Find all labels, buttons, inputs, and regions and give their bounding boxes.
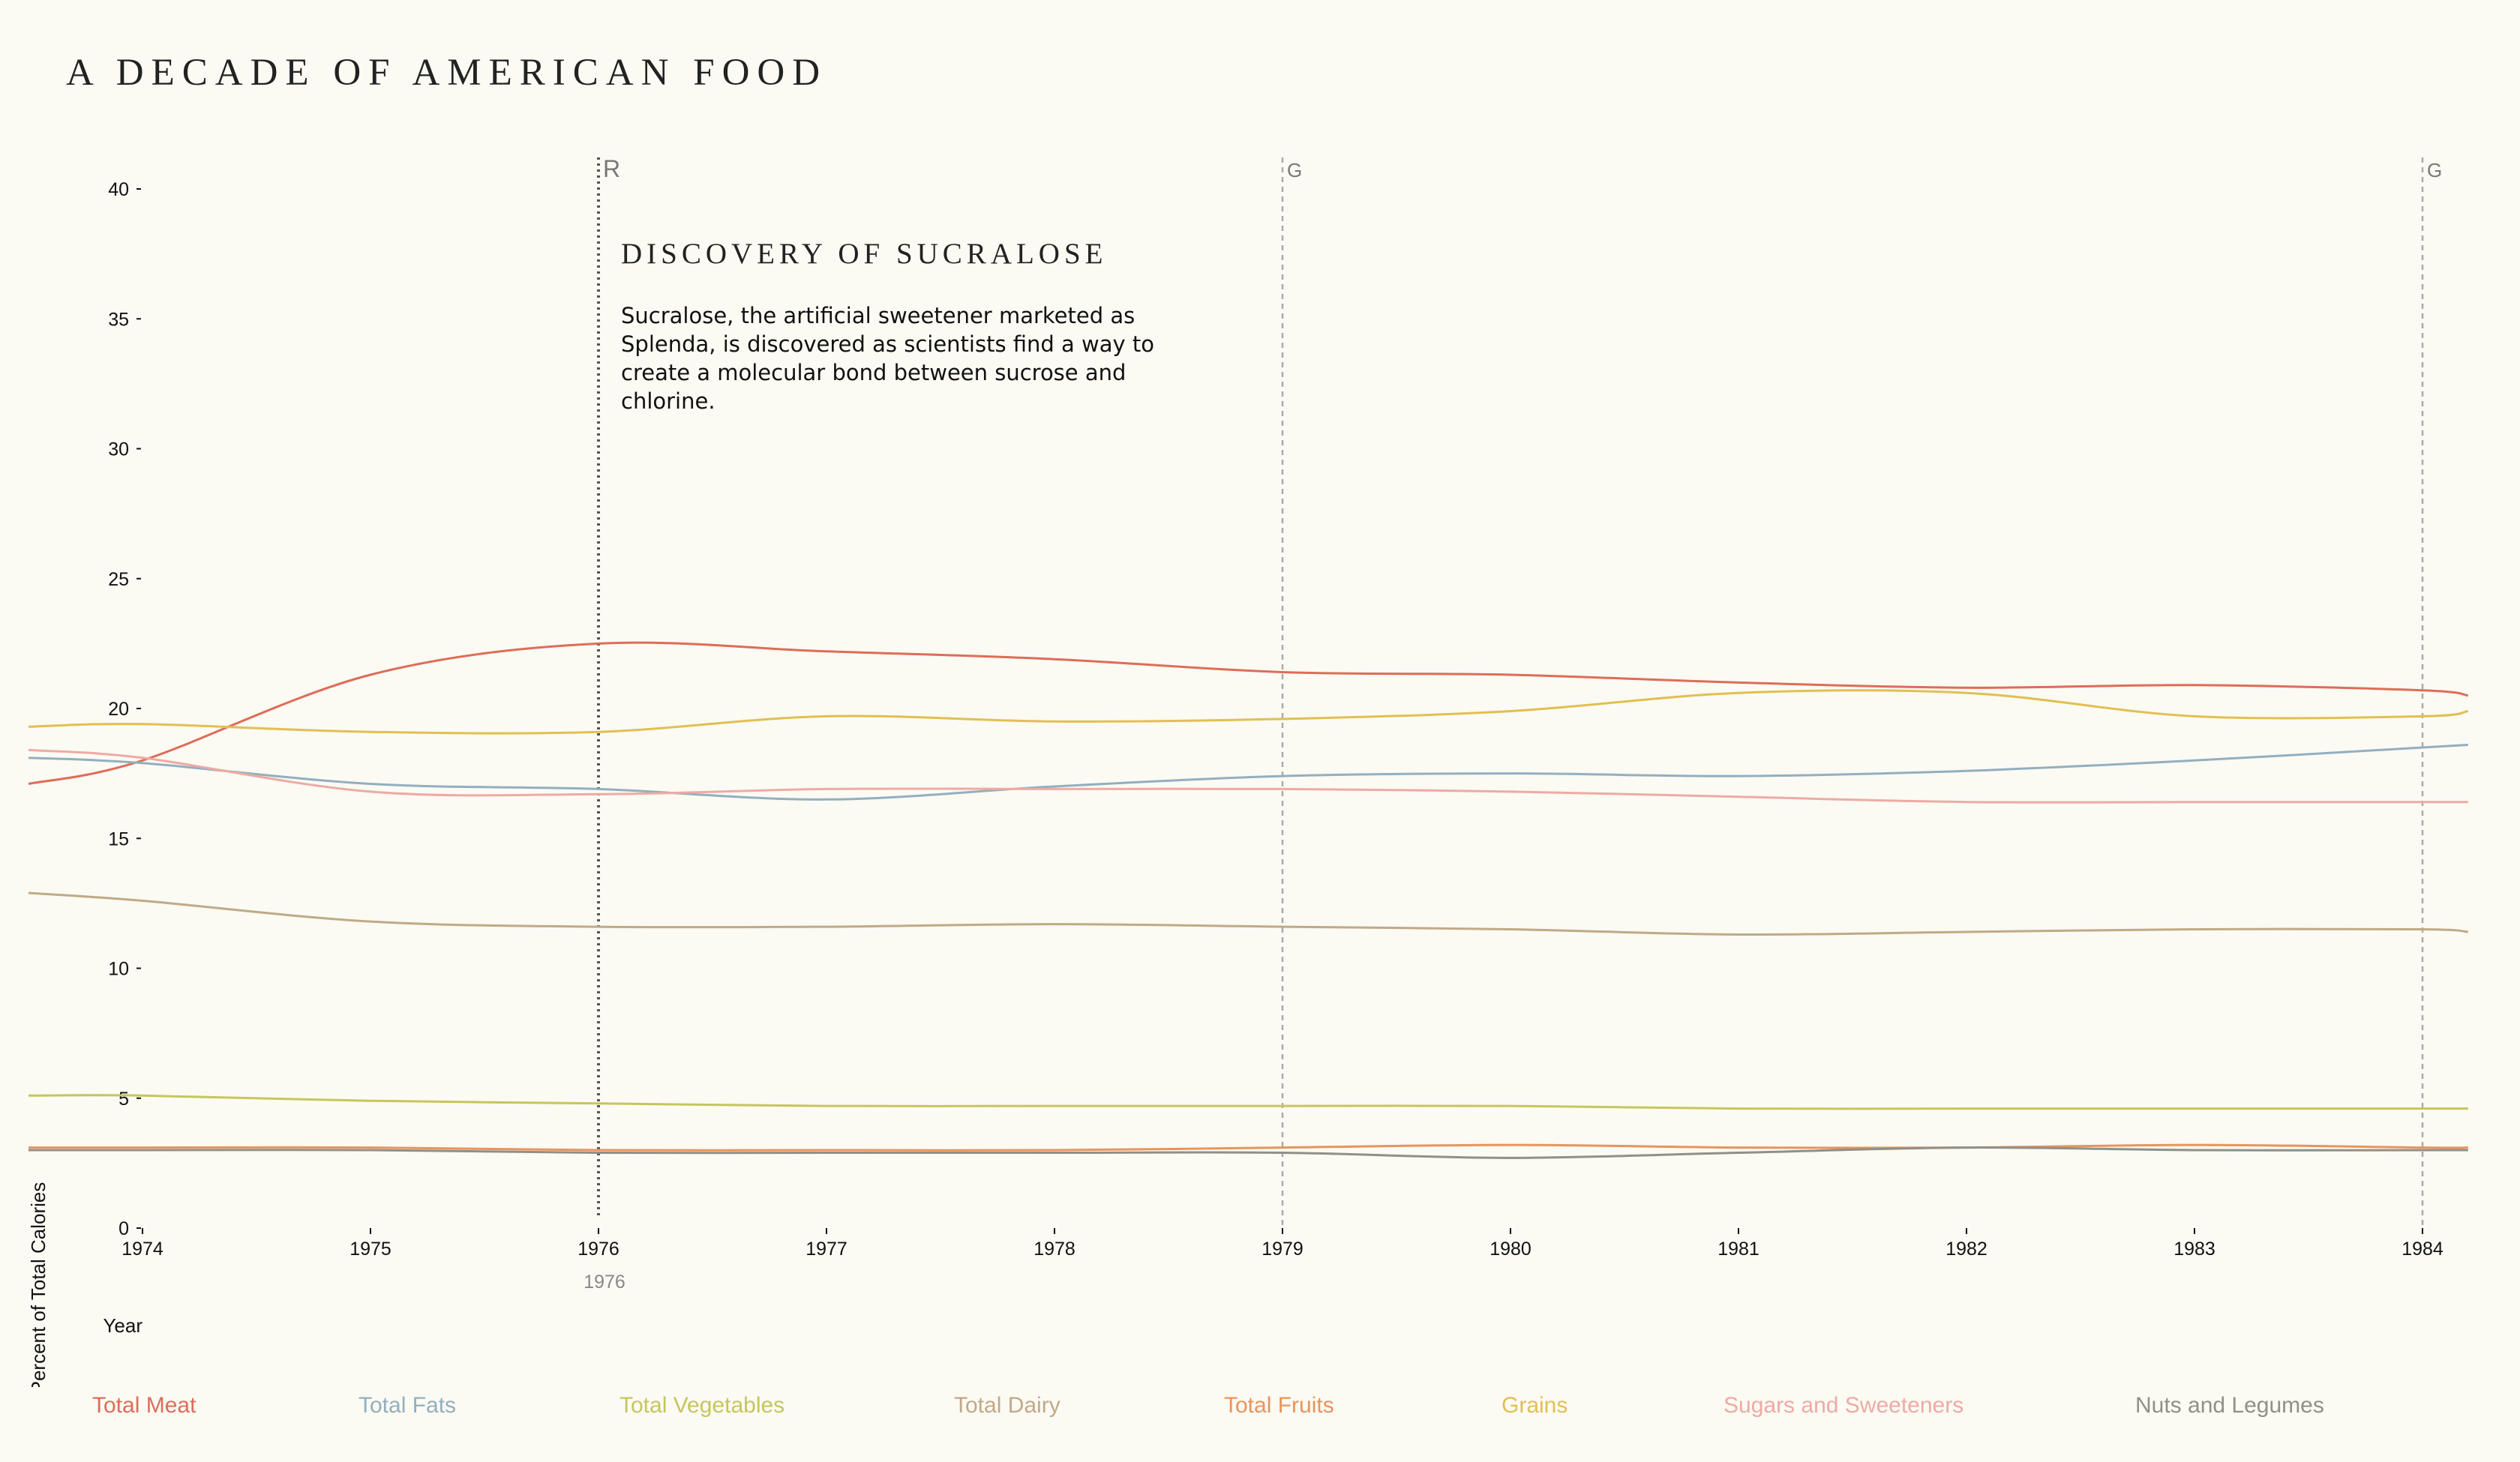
x-tick-label: 1977	[806, 1239, 848, 1260]
x-tick-label: 1974	[122, 1239, 164, 1260]
legend-item-nuts-and-legumes[interactable]: Nuts and Legumes	[2135, 1393, 2324, 1418]
legend-item-total-fruits[interactable]: Total Fruits	[1224, 1393, 1334, 1418]
series-line-total-fats[interactable]	[28, 744, 2468, 801]
legend-item-total-vegetables[interactable]: Total Vegetables	[620, 1393, 785, 1418]
y-tick-label: 35	[108, 309, 129, 330]
x-tick-label: 1975	[350, 1239, 392, 1260]
series-line-sugars-and-sweeteners[interactable]	[28, 748, 2468, 804]
series-line-total-fruits[interactable]	[28, 1143, 2468, 1152]
x-tick-label: 1982	[1946, 1239, 1988, 1260]
legend-item-total-fats[interactable]: Total Fats	[358, 1393, 457, 1418]
event-year-label: 1976	[584, 1272, 626, 1293]
x-tick-label: 1978	[1034, 1239, 1076, 1260]
legend: Total Meat Total Fats Total Vegetables T…	[0, 1393, 2520, 1423]
y-tick-label: 40	[108, 179, 129, 200]
event-marker-label: R	[603, 155, 620, 182]
y-tick-label: 0	[118, 1218, 129, 1239]
y-tick-label: 15	[108, 828, 129, 849]
event-marker-label: G	[1287, 159, 1302, 181]
x-tick-label: 1983	[2174, 1239, 2216, 1260]
x-tick-label: 1981	[1718, 1239, 1760, 1260]
series-line-total-dairy[interactable]	[28, 891, 2468, 936]
x-tick-label: 1976	[578, 1239, 620, 1260]
page-title: A DECADE OF AMERICAN FOOD	[66, 52, 828, 94]
event-description: Sucralose, the artificial sweetener mark…	[621, 303, 1155, 414]
legend-item-total-dairy[interactable]: Total Dairy	[954, 1393, 1060, 1418]
x-axis-title: Year	[103, 1314, 142, 1337]
legend-item-grains[interactable]: Grains	[1502, 1393, 1568, 1418]
y-tick-label: 5	[118, 1089, 129, 1110]
series-line-total-meat[interactable]	[28, 641, 2469, 785]
x-tick-label: 1984	[2402, 1239, 2444, 1260]
y-tick-label: 20	[108, 699, 129, 720]
y-axis-title: Percent of Total Calories	[27, 1182, 50, 1387]
y-tick-label: 25	[108, 569, 129, 590]
x-tick-label: 1979	[1262, 1239, 1304, 1260]
legend-item-sugars-and-sweeteners[interactable]: Sugars and Sweeteners	[1724, 1393, 1964, 1418]
y-tick-label: 30	[108, 439, 129, 460]
legend-item-total-meat[interactable]: Total Meat	[92, 1393, 196, 1418]
x-tick-label: 1980	[1490, 1239, 1532, 1260]
series-line-total-vegetables[interactable]	[28, 1094, 2468, 1110]
y-axis: 0 5 10 15 20 25 30 35 40	[108, 179, 141, 1239]
event-title: DISCOVERY OF SUCRALOSE	[621, 238, 1108, 270]
series-line-grains[interactable]	[28, 689, 2469, 735]
y-tick-label: 10	[108, 959, 129, 980]
series-lines	[28, 641, 2469, 1159]
event-marker-label: G	[2427, 159, 2442, 181]
x-axis: 1974 1975 1976 1977 1978 1979 1980 1981 1982 1983…	[122, 1228, 2444, 1260]
series-line-nuts-and-legumes[interactable]	[28, 1146, 2468, 1159]
